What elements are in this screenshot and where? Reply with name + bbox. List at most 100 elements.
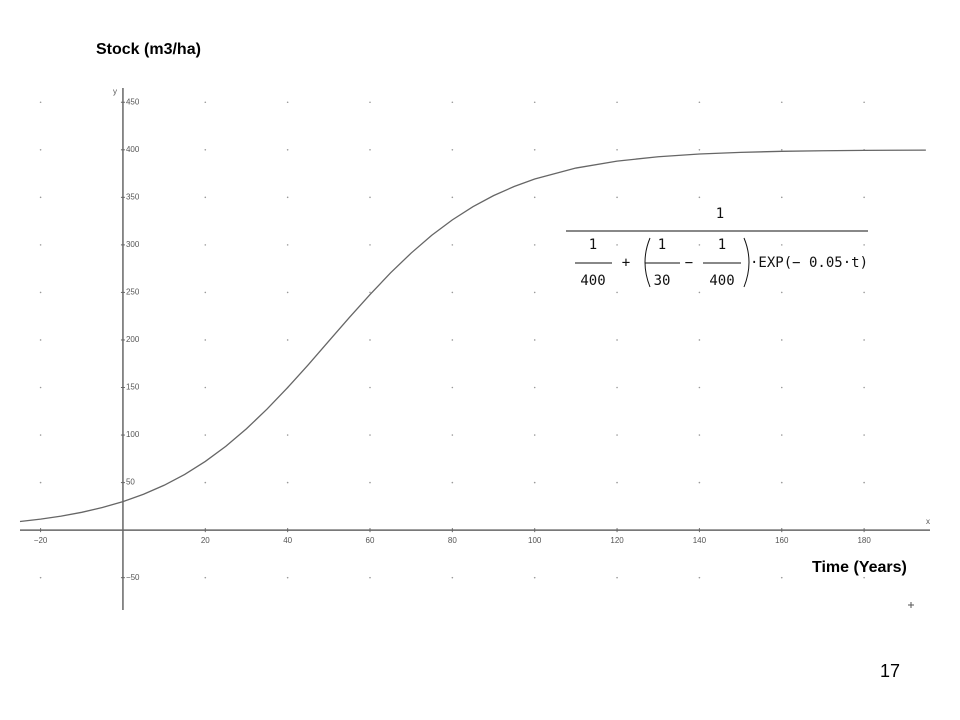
grid-dot [533,149,536,151]
grid-dot [369,291,371,294]
grid-dot [286,244,289,246]
y-tick-label: 50 [126,478,135,487]
grid-dot [39,386,42,389]
grid-dot [616,196,618,199]
grid-dot [39,149,42,151]
grid-dot [451,339,454,341]
grid-dot [369,244,371,246]
formula-text: + [622,255,630,271]
formula-text: 400 [709,273,734,289]
x-tick-label: 100 [528,536,542,545]
y-tick-label: 200 [126,335,140,344]
grid-dot [616,244,618,246]
grid-dot [698,244,701,246]
x-tick-label: 80 [448,536,457,545]
grid-dot [39,481,42,484]
grid-dot [39,196,42,199]
grid-dot [286,149,289,151]
grid-dot [204,244,207,246]
grid-dot [204,101,207,104]
grid-dot [863,386,865,389]
formula-text: 1 [716,206,724,222]
grid-dot [863,196,865,199]
x-tick-label: 40 [283,536,292,545]
formula-text: 1 [718,237,726,253]
grid-dot [286,101,289,104]
grid-dot [780,386,783,389]
grid-dot [616,339,618,341]
x-tick-label: 120 [610,536,624,545]
grid-dot [780,434,783,436]
plus-marker [908,602,914,608]
x-tick-label: 160 [775,536,789,545]
grid-dot [369,339,371,341]
grid-dot [616,386,618,389]
formula [566,230,868,288]
y-tick-label: 400 [126,145,140,154]
grid-dot [616,481,618,484]
grid-dot [451,149,454,151]
x-tick-label: 140 [693,536,707,545]
grid-dot [286,576,289,579]
y-axis-title: Stock (m3/ha) [96,41,201,58]
y-tick-label: 450 [126,97,140,106]
grid-dot [616,291,618,294]
grid-dot [451,101,454,104]
grid-dot [451,481,454,484]
grid-dot [204,339,207,341]
formula-text: 1 [589,237,597,253]
formula-text: − [685,255,693,271]
grid-dot [204,434,207,436]
grid-dot [863,101,865,104]
grid-dot [451,291,454,294]
grid-dot [204,576,207,579]
grid-dot [780,576,783,579]
formula-text: 1 [658,237,666,253]
grid-dot [369,101,371,104]
grid-dot [698,101,701,104]
grid-dot [286,434,289,436]
grid-dot [780,291,783,294]
y-tick-label: 350 [126,192,140,201]
grid-dot [533,244,536,246]
x-axis-name: x [926,517,930,526]
formula-text: 30 [654,273,671,289]
grid-dot [698,434,701,436]
grid-dot [533,386,536,389]
grid-dot [533,434,536,436]
grid-dot [616,149,618,151]
grid-dot [533,481,536,484]
grid-dot [39,244,42,246]
x-tick-label: 180 [857,536,871,545]
y-tick-label: 150 [126,383,140,392]
grid-dot [451,434,454,436]
grid-dot [451,576,454,579]
grid-dot [863,244,865,246]
grid-dot [698,291,701,294]
grid-dot [204,481,207,484]
grid-dot [533,339,536,341]
grid-dot [863,339,865,341]
grid-dot [863,291,865,294]
y-tick-label: 250 [126,288,140,297]
grid-dot [616,576,618,579]
grid-dot [863,434,865,436]
grid-dot [533,196,536,199]
grid-dot [286,481,289,484]
grid-dot [698,481,701,484]
grid-dot [39,576,42,579]
curve [19,149,926,523]
grid-dot [204,386,207,389]
grid-dot [369,576,371,579]
grid-dot [698,576,701,579]
grid-dot [698,149,701,151]
grid-dot [863,576,865,579]
grid-dot [451,386,454,389]
grid-dot [533,101,536,104]
formula-text: 400 [580,273,605,289]
grid-dot [204,149,207,151]
y-tick-label: 100 [126,430,140,439]
grid-dot [39,434,42,436]
y-tick-label: −50 [126,573,140,582]
